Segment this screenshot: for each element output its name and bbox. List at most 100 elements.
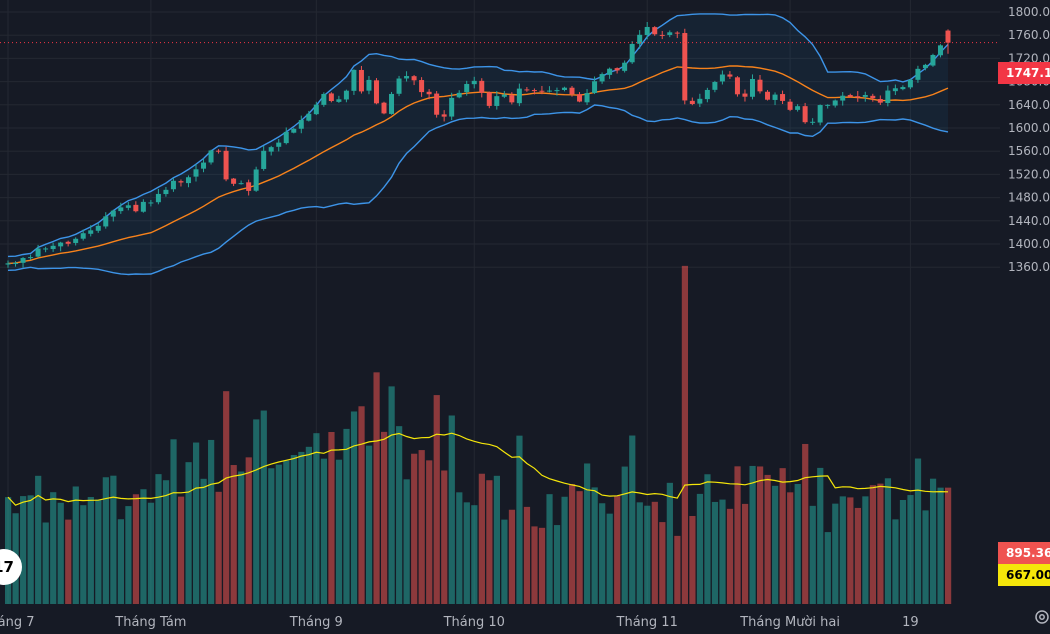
candle-body — [170, 180, 176, 190]
candle-body — [449, 97, 455, 117]
volume-bar — [147, 502, 155, 604]
basis-line — [7, 65, 949, 265]
volume-bar — [132, 494, 140, 604]
volume-bar — [561, 496, 568, 604]
volume-bar — [892, 519, 899, 604]
volume-bar — [350, 411, 358, 604]
price-axis-label: 1440.0 — [1008, 214, 1050, 228]
candle-body — [870, 95, 876, 99]
candle-body — [396, 78, 402, 94]
volume-bar — [651, 501, 658, 604]
candle-body — [343, 90, 349, 100]
volume-bar — [772, 485, 779, 604]
volume-bar — [20, 496, 27, 604]
bollinger-bands — [7, 13, 949, 276]
price-axis-label: 1720.0 — [1008, 51, 1050, 65]
volume-bar — [832, 503, 839, 604]
last-price-tag: 1747.1 — [998, 62, 1050, 84]
volume-bar — [456, 492, 463, 604]
volume-bar — [666, 482, 673, 604]
volume-bar — [945, 487, 952, 604]
price-axis-label: 1560.0 — [1008, 144, 1050, 158]
candle-body — [193, 169, 199, 177]
volume-bar — [907, 495, 914, 604]
volume-bar — [606, 513, 613, 604]
volume-bar — [365, 445, 373, 604]
volume-bar — [335, 459, 343, 604]
candle-body — [155, 193, 161, 203]
candle-body — [719, 74, 725, 82]
volume-bar — [313, 433, 320, 604]
candle-body — [291, 128, 297, 133]
volume-bar — [847, 497, 854, 604]
candle-body — [697, 98, 703, 104]
volume-bar — [200, 478, 207, 604]
candle-body — [749, 78, 755, 97]
candle-body — [637, 34, 643, 44]
volume-bar — [102, 477, 109, 604]
price-axis-label: 1480.0 — [1008, 191, 1050, 205]
candle-body — [140, 201, 146, 212]
candle-body — [780, 94, 786, 101]
candle-body — [201, 162, 207, 169]
price-axis[interactable]: 1800.01760.01720.01680.01640.01600.01560… — [1008, 5, 1050, 274]
candle-body — [516, 88, 522, 104]
volume-bar — [629, 435, 636, 604]
volume-bar — [396, 426, 403, 604]
candle-body — [817, 105, 823, 123]
volume-bar — [253, 419, 260, 604]
candle-body — [13, 262, 19, 265]
candle-body — [298, 120, 304, 129]
volume-bar — [749, 465, 756, 604]
candle-body — [614, 68, 620, 71]
volume-bar — [929, 478, 937, 604]
candle-body — [404, 76, 410, 79]
volume-bar — [726, 508, 734, 604]
candle-body — [389, 93, 395, 114]
volume-bar — [185, 462, 192, 604]
candle-body — [125, 205, 131, 208]
volume-bar — [869, 485, 876, 604]
candle-body — [922, 64, 928, 69]
volume-bar — [223, 391, 230, 604]
candle-body — [261, 150, 267, 169]
candle-body — [727, 74, 733, 77]
candle-body — [592, 81, 598, 93]
volume-bar — [696, 493, 704, 604]
volume-bar — [343, 428, 350, 604]
candle-body — [208, 150, 214, 163]
candle-body — [434, 93, 440, 115]
candle-body — [554, 90, 560, 92]
time-axis[interactable]: Tháng 7 Tháng Tám Tháng 9 Tháng 10 Tháng 11 T… — [0, 615, 919, 630]
candle-body — [163, 189, 169, 195]
volume-bar — [553, 525, 561, 604]
volume-bar — [704, 474, 711, 604]
candle-body — [321, 93, 327, 105]
volume-bars — [5, 265, 952, 604]
volume-bar — [441, 470, 448, 604]
candle-body — [80, 233, 86, 239]
candle-body — [419, 80, 425, 93]
candle-body — [110, 210, 116, 217]
gear-icon[interactable] — [1033, 608, 1050, 626]
candle-body — [148, 202, 154, 204]
volume-bar — [57, 502, 64, 604]
candle-body — [373, 80, 379, 104]
volume-bar — [569, 484, 576, 604]
symbol-logo-badge[interactable]: 17 — [0, 549, 22, 585]
volume-bar — [117, 519, 124, 604]
lower-band-line — [7, 104, 949, 276]
volume-bar — [298, 451, 305, 604]
volume-bar — [809, 505, 816, 604]
volume-bar — [516, 435, 523, 604]
volume-bar — [72, 486, 79, 604]
candle-body — [231, 178, 237, 184]
volume-bar — [644, 505, 651, 604]
volume-ma-tag: 667.00 — [998, 564, 1050, 586]
volume-bar — [674, 535, 681, 604]
candle-body — [734, 77, 740, 95]
candle-body — [915, 68, 921, 80]
candle-body — [840, 95, 846, 101]
